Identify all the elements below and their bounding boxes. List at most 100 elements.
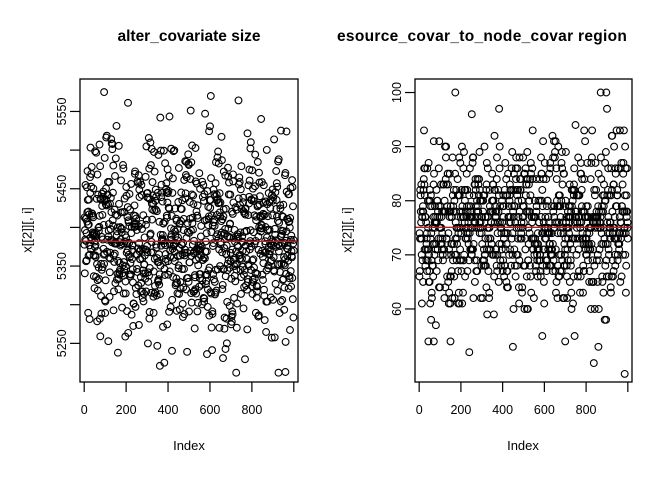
data-point (537, 153, 545, 162)
data-point (112, 121, 121, 130)
data-point (537, 196, 546, 205)
data-point (166, 253, 175, 261)
data-point (483, 164, 492, 173)
data-point (105, 292, 114, 301)
data-point (555, 191, 564, 200)
data-point (489, 180, 498, 189)
data-point (552, 175, 561, 184)
data-point (455, 191, 464, 200)
data-point (268, 211, 277, 220)
data-point (591, 158, 600, 167)
data-point (509, 169, 518, 178)
data-point (613, 191, 622, 200)
data-point (570, 332, 579, 340)
data-point (163, 320, 172, 329)
data-point (195, 282, 204, 291)
data-point (532, 207, 541, 216)
data-point (563, 294, 572, 303)
data-point (470, 256, 479, 265)
data-point (109, 306, 118, 315)
data-point (240, 209, 249, 218)
data-point (558, 180, 567, 189)
data-point (218, 248, 227, 257)
data-point (170, 146, 179, 155)
data-point (585, 277, 594, 286)
data-point (119, 161, 127, 169)
data-point (142, 215, 151, 224)
data-point (426, 234, 435, 243)
data-point-outlier (465, 348, 474, 357)
data-point (457, 267, 466, 276)
data-point (193, 214, 202, 223)
data-point (270, 333, 279, 342)
data-point (427, 294, 436, 303)
x-tick-label: 0 (81, 403, 88, 417)
data-point (585, 229, 594, 238)
data-point (244, 262, 253, 270)
data-point (617, 272, 626, 281)
data-point (165, 267, 174, 276)
data-point (477, 229, 486, 238)
data-point (118, 261, 127, 270)
data-point (255, 168, 263, 177)
data-point (106, 193, 115, 202)
data-point (524, 256, 533, 265)
data-point (623, 218, 632, 227)
data-point (248, 256, 257, 265)
data-point (496, 256, 505, 265)
data-point (502, 277, 511, 286)
data-point (435, 137, 444, 146)
data-point (229, 198, 238, 207)
data-point (545, 169, 554, 178)
data-point (146, 229, 155, 238)
x-tick-label: 800 (241, 403, 262, 417)
data-point (115, 199, 123, 208)
data-point (521, 191, 530, 200)
data-point (569, 191, 578, 200)
data-point (175, 289, 184, 298)
data-point (586, 305, 595, 313)
data-point (422, 234, 431, 243)
data-point (457, 142, 466, 151)
data-point (212, 286, 221, 295)
data-point (540, 299, 549, 308)
data-point (492, 175, 501, 184)
data-point (203, 350, 211, 359)
data-point (513, 250, 522, 259)
data-point (209, 218, 218, 227)
data-point (450, 272, 459, 281)
data-point (504, 202, 513, 211)
data-point (473, 196, 481, 205)
data-point (260, 316, 269, 325)
data-point (224, 172, 233, 181)
data-point (252, 287, 261, 296)
data-point (540, 158, 549, 167)
data-point (621, 288, 630, 297)
data-point (222, 241, 231, 250)
data-point (605, 250, 613, 259)
data-point (113, 223, 122, 232)
data-point (466, 207, 475, 216)
data-point (101, 309, 110, 317)
data-point (610, 213, 619, 221)
data-point (152, 243, 161, 252)
data-point (214, 147, 223, 156)
data-point (517, 234, 526, 243)
data-point (139, 289, 148, 298)
data-point (507, 261, 515, 270)
data-point (288, 183, 297, 192)
data-point (233, 299, 242, 308)
data-point (284, 218, 293, 226)
data-point (580, 267, 588, 276)
data-point (103, 235, 112, 244)
data-point (150, 289, 159, 298)
data-point (162, 188, 171, 197)
data-point (209, 239, 218, 248)
data-point-outlier (446, 337, 455, 346)
y-tick-label: 70 (390, 248, 404, 262)
data-point (613, 250, 622, 259)
data-point (92, 148, 101, 157)
data-point (259, 198, 268, 207)
data-point (235, 254, 244, 263)
